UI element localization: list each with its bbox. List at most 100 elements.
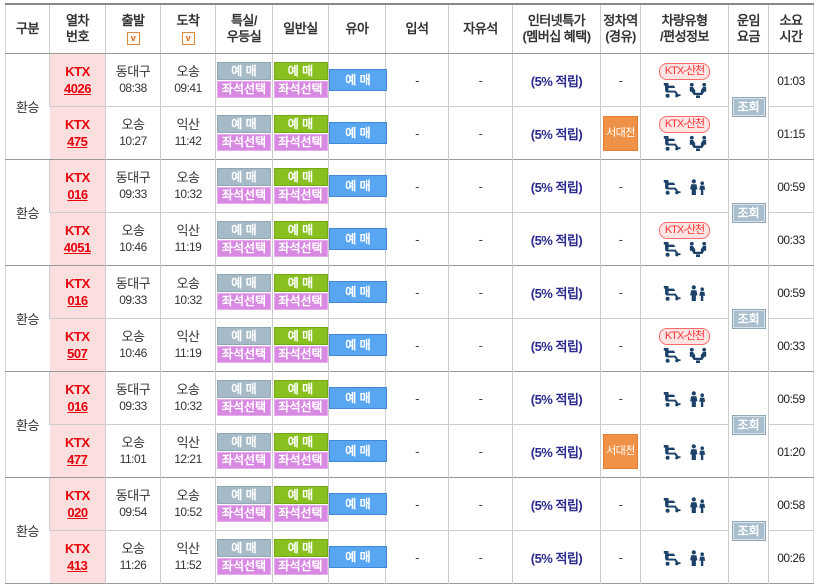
cell-standing: - — [385, 106, 449, 160]
cell-internet-special: (5% 적립) — [512, 424, 601, 478]
cell-vehicle-type: KTX-산천 — [640, 212, 729, 266]
infant-reserve-button[interactable]: 예 매 — [329, 122, 387, 144]
standard-class-seat-select-button[interactable]: 좌석선택 — [273, 240, 328, 257]
first-class-reserve-button[interactable]: 예 매 — [217, 539, 271, 557]
standard-class-seat-select-button[interactable]: 좌석선택 — [273, 346, 328, 363]
standard-class-reserve-button[interactable]: 예 매 — [273, 115, 328, 133]
train-number-link[interactable]: 413 — [67, 557, 88, 573]
fare-inquiry-button[interactable]: 조회 — [731, 202, 766, 223]
train-row: KTX 4051 오송 10:46 익산 11:19 예 매좌석선택 예 매좌석선택 예 매--… — [6, 212, 814, 266]
train-type-label: KTX — [65, 328, 90, 344]
first-class-seat-select-button[interactable]: 좌석선택 — [217, 134, 271, 151]
first-class-seat-select-button[interactable]: 좌석선택 — [217, 187, 271, 204]
col-header-standing: 입석 — [385, 3, 449, 54]
infant-reserve-button[interactable]: 예 매 — [329, 175, 387, 197]
sort-dropdown-icon[interactable]: v — [181, 32, 195, 45]
train-number-link[interactable]: 020 — [67, 504, 88, 520]
first-class-seat-select-button[interactable]: 좌석선택 — [217, 346, 271, 363]
train-number-link[interactable]: 016 — [67, 398, 88, 414]
first-class-seat-select-button[interactable]: 좌석선택 — [217, 240, 271, 257]
standard-class-reserve-button[interactable]: 예 매 — [273, 62, 328, 80]
fare-inquiry-button[interactable]: 조회 — [731, 308, 766, 329]
first-class-reserve-button[interactable]: 예 매 — [217, 274, 271, 292]
fare-inquiry-button[interactable]: 조회 — [731, 414, 766, 435]
first-class-reserve-button[interactable]: 예 매 — [217, 221, 271, 239]
internet-benefit-text: (5% 적립) — [530, 338, 583, 354]
standard-class-reserve-button[interactable]: 예 매 — [273, 380, 328, 398]
standard-class-reserve-button[interactable]: 예 매 — [273, 168, 328, 186]
standard-class-seat-select-button[interactable]: 좌석선택 — [273, 293, 328, 310]
train-search-results-table: 구분 열차 번호 출발 v 도착 v 특실/우등실 일반실 유아 입석 자유석 인터넷특가 (멤버십 혜택… — [5, 3, 814, 584]
train-number-link[interactable]: 016 — [67, 292, 88, 308]
infant-reserve-button[interactable]: 예 매 — [329, 493, 387, 515]
col-header-internet-special: 인터넷특가 (멤버십 혜택) — [512, 3, 601, 54]
infant-reserve-button[interactable]: 예 매 — [329, 440, 387, 462]
standard-class-reserve-button[interactable]: 예 매 — [273, 221, 328, 239]
col-header-first-class: 특실/우등실 — [215, 3, 273, 54]
cell-free-seat: - — [448, 212, 513, 266]
facing-seats-icon — [688, 347, 708, 364]
first-class-reserve-button[interactable]: 예 매 — [217, 486, 271, 504]
train-number-link[interactable]: 477 — [67, 451, 88, 467]
standing-value: - — [415, 337, 419, 353]
col-header-vehicle-type: 차량유형/편성정보 — [640, 3, 729, 54]
first-class-seat-select-button[interactable]: 좌석선택 — [217, 81, 271, 98]
standard-class-seat-select-button[interactable]: 좌석선택 — [273, 505, 328, 522]
arrival-time: 10:52 — [174, 505, 202, 519]
first-class-reserve-button[interactable]: 예 매 — [217, 62, 271, 80]
cell-standard-class: 예 매좌석선택 — [272, 477, 329, 531]
duration-value: 00:33 — [777, 232, 805, 247]
first-class-seat-select-button[interactable]: 좌석선택 — [217, 452, 271, 469]
standard-class-seat-select-button[interactable]: 좌석선택 — [273, 187, 328, 204]
train-number-link[interactable]: 4026 — [64, 80, 91, 96]
departure-station: 동대구 — [115, 276, 151, 291]
standard-class-seat-select-button[interactable]: 좌석선택 — [273, 134, 328, 151]
arrival-station: 익산 — [176, 541, 200, 556]
cell-stops: - — [600, 318, 641, 372]
internet-benefit-text: (5% 적립) — [530, 497, 583, 513]
train-number-link[interactable]: 507 — [67, 345, 88, 361]
first-class-seat-select-button[interactable]: 좌석선택 — [217, 558, 271, 575]
first-class-reserve-button[interactable]: 예 매 — [217, 115, 271, 133]
train-number-link[interactable]: 016 — [67, 186, 88, 202]
transfer-cell: 환승 — [5, 265, 50, 372]
train-number-link[interactable]: 4051 — [63, 239, 91, 255]
standard-class-reserve-button[interactable]: 예 매 — [273, 433, 328, 451]
standard-class-seat-select-button[interactable]: 좌석선택 — [273, 81, 328, 98]
infant-reserve-button[interactable]: 예 매 — [329, 281, 387, 303]
first-class-reserve-button[interactable]: 예 매 — [217, 380, 271, 398]
standard-class-reserve-button[interactable]: 예 매 — [273, 327, 328, 345]
first-class-seat-select-button[interactable]: 좌석선택 — [217, 399, 271, 416]
departure-station: 오송 — [121, 329, 145, 344]
standard-class-reserve-button[interactable]: 예 매 — [273, 539, 328, 557]
cell-departure: 동대구 09:33 — [105, 159, 161, 213]
infant-reserve-button[interactable]: 예 매 — [329, 387, 387, 409]
first-class-seat-select-button[interactable]: 좌석선택 — [217, 293, 271, 310]
free-seat-value: - — [478, 178, 483, 194]
standard-class-reserve-button[interactable]: 예 매 — [273, 274, 328, 292]
cell-arrival: 익산 11:19 — [160, 212, 216, 266]
cell-first-class: 예 매좌석선택 — [215, 212, 273, 266]
cell-standard-class: 예 매좌석선택 — [272, 424, 329, 478]
first-class-reserve-button[interactable]: 예 매 — [217, 168, 271, 186]
train-type-label: KTX — [65, 169, 90, 185]
standard-class-seat-select-button[interactable]: 좌석선택 — [273, 399, 328, 416]
sort-dropdown-icon[interactable]: v — [126, 32, 140, 45]
cell-first-class: 예 매좌석선택 — [215, 477, 273, 531]
cell-infant: 예 매 — [328, 212, 387, 266]
infant-reserve-button[interactable]: 예 매 — [329, 69, 387, 91]
infant-reserve-button[interactable]: 예 매 — [329, 228, 387, 250]
first-class-seat-select-button[interactable]: 좌석선택 — [217, 505, 271, 522]
departure-time: 08:38 — [119, 81, 147, 95]
cell-standard-class: 예 매좌석선택 — [272, 53, 329, 107]
fare-inquiry-button[interactable]: 조회 — [731, 96, 766, 117]
fare-inquiry-button[interactable]: 조회 — [731, 520, 766, 541]
first-class-reserve-button[interactable]: 예 매 — [217, 327, 271, 345]
first-class-reserve-button[interactable]: 예 매 — [217, 433, 271, 451]
standard-class-reserve-button[interactable]: 예 매 — [273, 486, 328, 504]
standard-class-seat-select-button[interactable]: 좌석선택 — [273, 452, 328, 469]
infant-reserve-button[interactable]: 예 매 — [329, 546, 387, 568]
infant-reserve-button[interactable]: 예 매 — [329, 334, 387, 356]
standard-class-seat-select-button[interactable]: 좌석선택 — [273, 558, 328, 575]
train-number-link[interactable]: 475 — [67, 133, 88, 149]
